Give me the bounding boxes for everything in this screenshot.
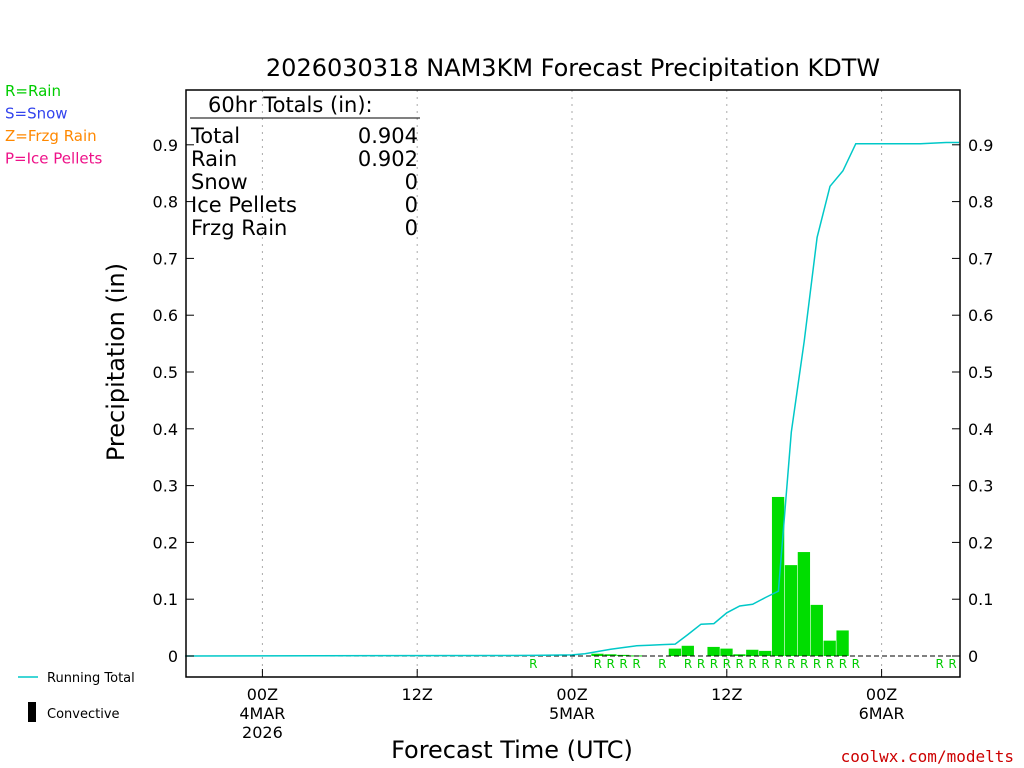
precip-bar-16 <box>836 630 849 656</box>
ytick-left-label-8: 0.8 <box>153 193 178 212</box>
ptype-label-2: R <box>607 657 615 671</box>
ytick-left-label-2: 0.2 <box>153 533 178 552</box>
totals-row-value-4: 0 <box>405 216 418 240</box>
ptype-legend-item-2: Z=Frzg Rain <box>5 127 97 145</box>
x-axis-label: Forecast Time (UTC) <box>391 736 633 764</box>
totals-row-label-1: Rain <box>191 147 237 171</box>
precip-bar-14 <box>810 604 823 656</box>
convective-legend-swatch <box>28 702 36 722</box>
ytick-right-label-8: 0.8 <box>968 193 993 212</box>
ptype-label-8: R <box>710 657 718 671</box>
precip-bar-8 <box>733 654 746 656</box>
ptype-label-7: R <box>697 657 705 671</box>
precip-bar-13 <box>797 552 811 656</box>
ptype-label-1: R <box>594 657 602 671</box>
convective-legend-label: Convective <box>47 707 120 722</box>
credit-text: coolwx.com/modelts <box>841 747 1014 766</box>
running-total-line <box>184 141 959 657</box>
ptype-label-17: R <box>826 657 834 671</box>
running-total-legend-label: Running Total <box>47 671 135 686</box>
chart-title: 2026030318 NAM3KM Forecast Precipitation… <box>266 54 880 82</box>
precip-bar-10 <box>759 650 772 656</box>
ptype-label-18: R <box>839 657 847 671</box>
plot-frame <box>185 89 961 678</box>
totals-row-label-0: Total <box>190 124 240 148</box>
totals-row-value-0: 0.904 <box>358 124 418 148</box>
ytick-right-label-6: 0.6 <box>968 306 993 325</box>
ytick-right-label-5: 0.5 <box>968 363 993 382</box>
precip-bar-2 <box>617 654 630 656</box>
ytick-left-label-0: 0 <box>168 647 178 666</box>
precip-bar-6 <box>707 646 720 656</box>
ptype-label-19: R <box>852 657 860 671</box>
ytick-left-label-1: 0.1 <box>153 590 178 609</box>
ptype-label-4: R <box>632 657 640 671</box>
precip-bar-7 <box>720 648 733 656</box>
ytick-right-label-9: 0.9 <box>968 136 993 155</box>
ptype-label-13: R <box>774 657 782 671</box>
hourly-precip-bars <box>591 496 849 657</box>
totals-row-value-2: 0 <box>405 170 418 194</box>
ptype-label-10: R <box>736 657 744 671</box>
ptype-legend-item-3: P=Ice Pellets <box>5 150 102 168</box>
totals-row-label-3: Ice Pellets <box>191 193 297 217</box>
precip-bar-1 <box>604 654 617 656</box>
precip-bar-0 <box>591 653 604 656</box>
ytick-left-label-4: 0.4 <box>153 420 178 439</box>
totals-row-value-1: 0.902 <box>358 147 418 171</box>
ytick-left-label-5: 0.5 <box>153 363 178 382</box>
precip-bar-4 <box>668 648 682 656</box>
precip-bar-11 <box>771 496 785 656</box>
xtick-label-2-0: 00Z <box>556 685 587 704</box>
ptype-label-3: R <box>619 657 627 671</box>
xtick-label-3-0: 12Z <box>711 685 742 704</box>
totals-row-label-4: Frzg Rain <box>191 216 287 240</box>
ytick-left-label-7: 0.7 <box>153 249 178 268</box>
ytick-right-label-1: 0.1 <box>968 590 993 609</box>
xtick-label-4-1: 6MAR <box>859 704 905 723</box>
xtick-label-4-0: 00Z <box>866 685 897 704</box>
ytick-right-label-7: 0.7 <box>968 249 993 268</box>
ptype-label-9: R <box>723 657 731 671</box>
precip-bar-15 <box>823 640 836 656</box>
ytick-right-label-0: 0 <box>968 647 978 666</box>
xtick-label-2-1: 5MAR <box>549 704 595 723</box>
series-legend: Running Total Convective <box>18 671 135 722</box>
precip-type-legend: R=Rain S=Snow Z=Frzg Rain P=Ice Pellets <box>5 82 102 168</box>
ptype-label-6: R <box>684 657 692 671</box>
ptype-label-21: R <box>948 657 956 671</box>
precip-bar-5 <box>681 645 694 656</box>
ptype-legend-item-0: R=Rain <box>5 82 61 100</box>
ytick-left-label-3: 0.3 <box>153 477 178 496</box>
ptype-label-0: R <box>529 657 537 671</box>
xtick-label-0-2: 2026 <box>242 723 283 742</box>
ptype-label-20: R <box>935 657 943 671</box>
totals-row-label-2: Snow <box>191 170 248 194</box>
totals-row-value-3: 0 <box>405 193 418 217</box>
ptype-label-5: R <box>658 657 666 671</box>
ptype-label-11: R <box>748 657 756 671</box>
ptype-label-15: R <box>800 657 808 671</box>
ptype-legend-item-1: S=Snow <box>5 105 68 123</box>
totals-box: 60hr Totals (in): Total 0.904 Rain 0.902 Snow… <box>190 93 420 240</box>
ytick-left-label-9: 0.9 <box>153 136 178 155</box>
precip-bar-9 <box>746 649 759 656</box>
xtick-label-0-1: 4MAR <box>239 704 285 723</box>
ptype-label-14: R <box>787 657 795 671</box>
ytick-right-label-4: 0.4 <box>968 420 993 439</box>
ytick-right-label-2: 0.2 <box>968 533 993 552</box>
y-axis-label: Precipitation (in) <box>102 263 130 461</box>
xtick-label-1-0: 12Z <box>402 685 433 704</box>
precip-bar-12 <box>784 565 798 656</box>
ytick-left-label-6: 0.6 <box>153 306 178 325</box>
ytick-right-label-3: 0.3 <box>968 477 993 496</box>
y-axis-ticks: 0 00.1 0.10.2 0.20.3 0.30.4 0.40.5 0.50.6 0.60.… <box>153 136 994 666</box>
ptype-label-16: R <box>813 657 821 671</box>
xtick-label-0-0: 00Z <box>247 685 278 704</box>
totals-header: 60hr Totals (in): <box>208 93 373 117</box>
ptype-label-12: R <box>761 657 769 671</box>
